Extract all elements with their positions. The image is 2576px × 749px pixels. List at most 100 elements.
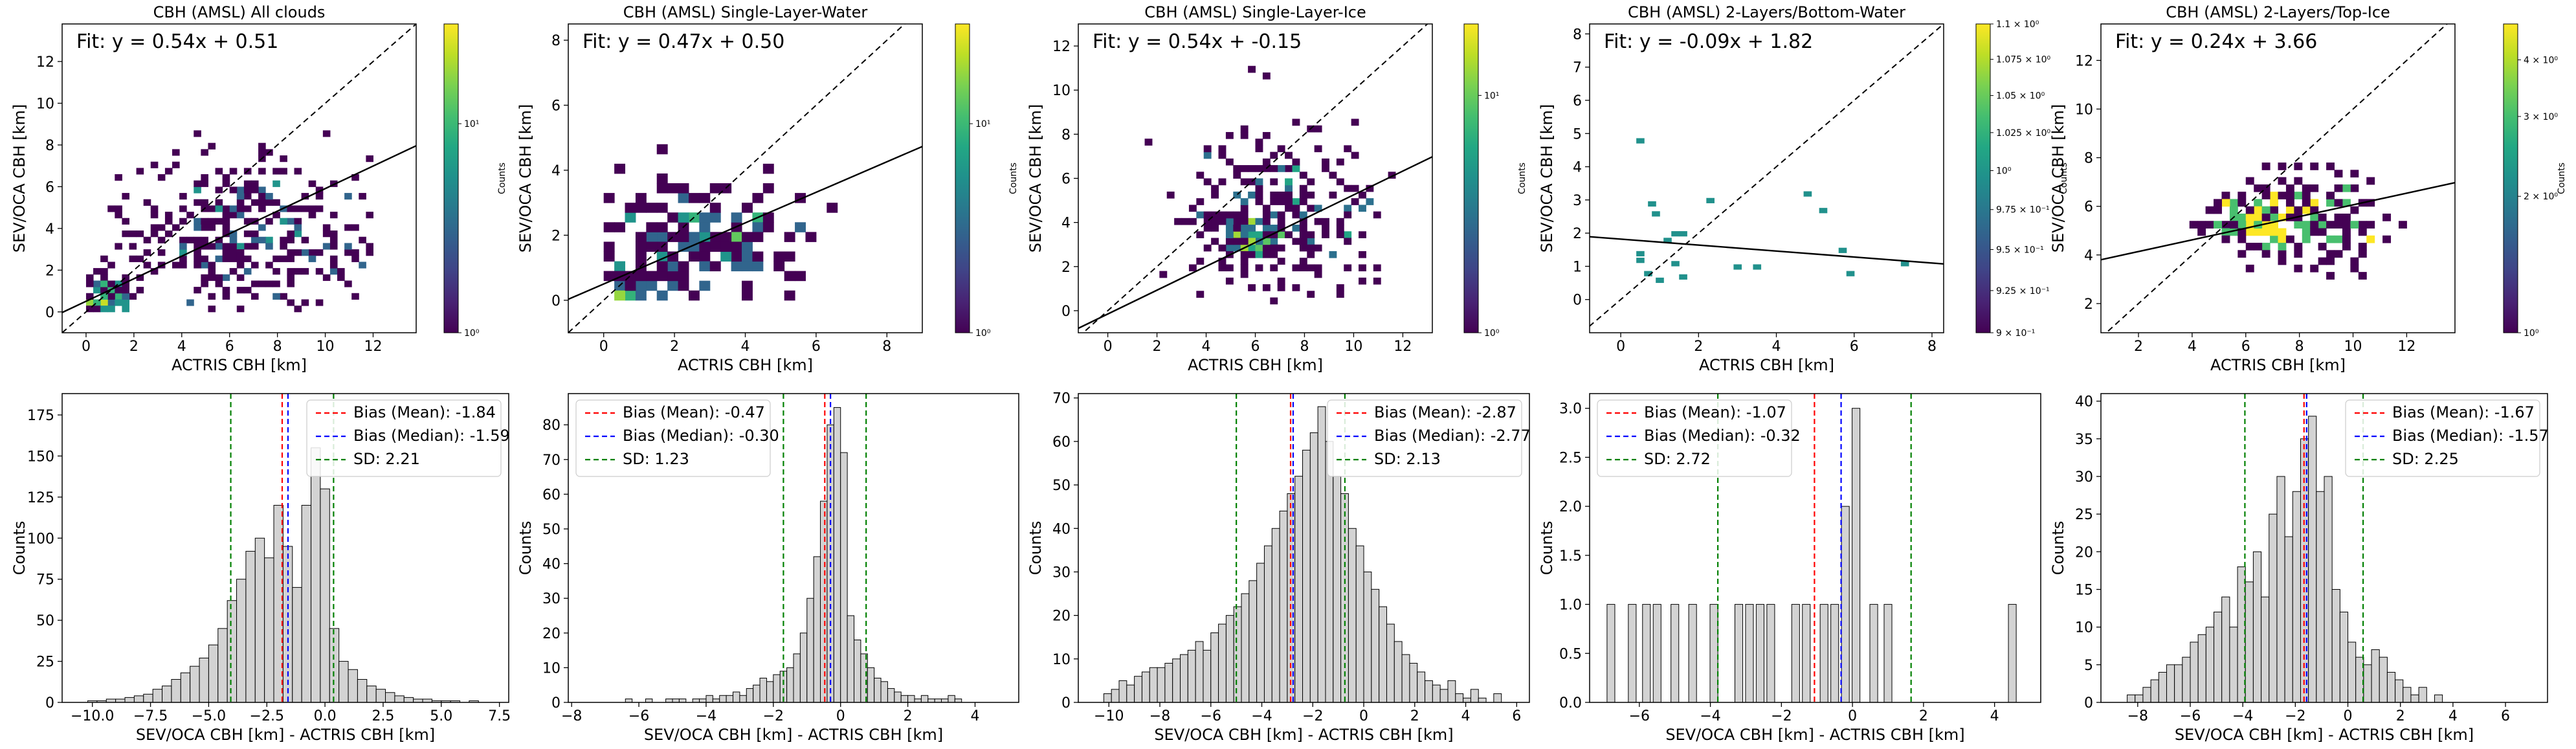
x-tick-label: −6 bbox=[628, 708, 649, 724]
heatmap-cell bbox=[699, 222, 711, 232]
heatmap-cell bbox=[1181, 218, 1190, 225]
histogram-bar bbox=[786, 667, 794, 703]
heatmap-cell bbox=[2358, 228, 2367, 236]
one-to-one-line bbox=[2105, 24, 2448, 333]
heatmap-cell bbox=[699, 280, 711, 291]
heatmap-cell bbox=[243, 268, 252, 275]
heatmap-cell bbox=[646, 241, 658, 252]
heatmap-cell bbox=[2358, 243, 2367, 251]
heatmap-cell bbox=[201, 218, 208, 225]
heatmap-cell bbox=[100, 287, 108, 294]
heatmap-cell bbox=[1225, 277, 1234, 285]
heatmap-cell bbox=[2342, 243, 2351, 251]
heatmap-cell bbox=[329, 262, 338, 269]
heatmap-cell bbox=[194, 243, 201, 250]
heatmap-cell bbox=[136, 287, 144, 294]
histogram-bar bbox=[105, 699, 117, 703]
heatmap-cell bbox=[201, 199, 208, 206]
x-tick-label: −10.0 bbox=[71, 708, 114, 724]
heatmap-cell bbox=[1307, 178, 1315, 186]
heatmap-cell bbox=[1648, 201, 1656, 207]
heatmap-panel: 2 4 6 8 10 12 2 4 6 8 10 12 ACTRIS CBH [km] SEV/OCA C… bbox=[2049, 3, 2567, 374]
heatmap-cell bbox=[344, 224, 352, 231]
heatmap-cell bbox=[243, 218, 252, 225]
heatmap-cell bbox=[150, 212, 159, 219]
heatmap-cell bbox=[265, 199, 273, 206]
heatmap-cell bbox=[1255, 178, 1263, 186]
axes-frame bbox=[568, 393, 1019, 703]
heatmap-cell bbox=[366, 212, 373, 219]
histogram-bar bbox=[320, 488, 330, 703]
heatmap-cell bbox=[344, 249, 352, 256]
heatmap-cell bbox=[107, 262, 115, 269]
histogram-bar bbox=[1271, 528, 1280, 703]
heatmap-cell bbox=[1329, 191, 1337, 199]
heatmap-cell bbox=[2221, 192, 2230, 199]
heatmap-cell bbox=[172, 161, 180, 168]
heatmap-cell bbox=[315, 205, 324, 212]
histogram-bar bbox=[920, 695, 929, 703]
histogram-bar bbox=[133, 695, 144, 703]
colorbar-tick-label: 2 × 10⁰ bbox=[2524, 192, 2558, 202]
heatmap-cell bbox=[2254, 221, 2263, 229]
heatmap-cell bbox=[229, 186, 238, 194]
legend-entry: Bias (Mean): -0.47 bbox=[623, 403, 765, 421]
heatmap-cell bbox=[1344, 205, 1352, 212]
heatmap-cell bbox=[2214, 221, 2222, 229]
heatmap-cell bbox=[258, 168, 266, 175]
heatmap-cell bbox=[308, 249, 316, 256]
heatmap-cell bbox=[236, 287, 245, 294]
heatmap-cell bbox=[1307, 191, 1315, 199]
heatmap-cell bbox=[315, 249, 324, 256]
heatmap-cell bbox=[2285, 192, 2294, 199]
heatmap-cell bbox=[1240, 225, 1249, 232]
heatmap-cell bbox=[194, 224, 201, 231]
heatmap-cell bbox=[287, 236, 295, 243]
heatmap-cell bbox=[1277, 277, 1285, 285]
heatmap-cell bbox=[265, 218, 273, 225]
heatmap-cell bbox=[136, 274, 144, 281]
heatmap-cell bbox=[1299, 231, 1307, 238]
colorbar-tick-label: 10⁰ bbox=[1996, 166, 2012, 177]
histogram-bar bbox=[1180, 654, 1188, 703]
heatmap-cell bbox=[742, 290, 753, 301]
heatmap-cell bbox=[250, 199, 259, 206]
y-tick-label: 100 bbox=[27, 531, 54, 547]
heatmap-cell bbox=[236, 212, 245, 219]
heatmap-cell bbox=[179, 249, 187, 256]
fit-annotation: Fit: y = 0.54x + 0.51 bbox=[76, 30, 278, 53]
heatmap-cell bbox=[635, 271, 647, 282]
heatmap-cell bbox=[322, 130, 331, 137]
heatmap-cell bbox=[143, 249, 151, 256]
heatmap-cell bbox=[1292, 225, 1300, 232]
heatmap-cell bbox=[2245, 213, 2254, 221]
heatmap-cell bbox=[1373, 277, 1381, 285]
heatmap-cell bbox=[280, 218, 287, 225]
heatmap-cell bbox=[107, 280, 115, 287]
x-tick-label: 6 bbox=[225, 339, 234, 355]
heatmap-cell bbox=[1344, 238, 1352, 245]
heatmap-cell bbox=[1240, 211, 1249, 219]
heatmap-cell bbox=[164, 218, 173, 225]
heatmap-cell bbox=[1277, 211, 1285, 219]
heatmap-cell bbox=[1299, 264, 1307, 272]
histogram-bar bbox=[806, 598, 814, 703]
histogram-bar bbox=[1325, 441, 1334, 703]
histogram-bar bbox=[1164, 663, 1173, 703]
heatmap-cell bbox=[1203, 145, 1212, 153]
y-axis-label: Counts bbox=[1538, 521, 1556, 576]
heatmap-cell bbox=[215, 205, 223, 212]
x-tick-label: 0 bbox=[1848, 708, 1857, 724]
heatmap-cell bbox=[208, 205, 216, 212]
heatmap-cell bbox=[2270, 228, 2278, 236]
histogram-bar bbox=[1225, 615, 1234, 703]
histogram-bar bbox=[820, 500, 828, 703]
heatmap-cell bbox=[2278, 235, 2287, 243]
heatmap-cell bbox=[1255, 139, 1263, 146]
histogram-bar bbox=[1118, 680, 1127, 703]
heatmap-cell bbox=[258, 142, 266, 150]
legend-entry: Bias (Median): -0.32 bbox=[1644, 427, 1801, 445]
heatmap-cell bbox=[1366, 184, 1374, 192]
heatmap-cell bbox=[2205, 206, 2214, 214]
y-tick-label: 2 bbox=[2084, 296, 2093, 313]
